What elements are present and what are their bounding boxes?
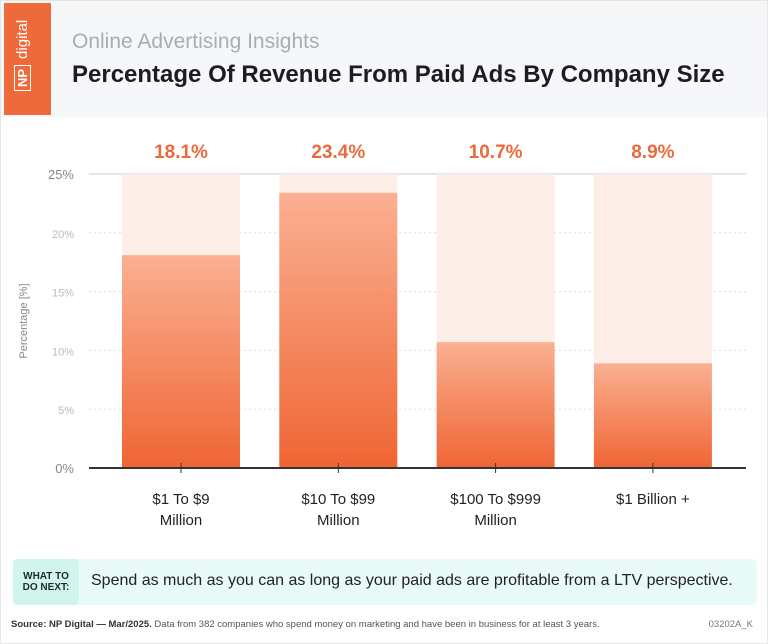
source-label: Source: NP Digital — Mar/2025.	[11, 619, 152, 630]
data-label: 8.9%	[631, 142, 674, 163]
bar	[436, 342, 555, 468]
data-label: 10.7%	[469, 142, 523, 163]
y-tick-label: 5%	[58, 405, 74, 417]
x-tick-label: Million	[160, 512, 203, 529]
bar	[122, 255, 240, 468]
what-to-do-next-label: WHAT TO DO NEXT:	[13, 559, 79, 605]
y-tick-label: 15%	[52, 288, 74, 300]
x-tick-label: $10 To $99	[301, 491, 375, 508]
y-tick-label: 10%	[52, 346, 74, 358]
y-axis-label: Percentage [%]	[18, 283, 30, 358]
what-to-do-next-text: Spend as much as you can as long as your…	[91, 572, 733, 589]
bar	[279, 192, 398, 468]
what-to-do-next-box: WHAT TO DO NEXT: Spend as much as you ca…	[13, 559, 757, 605]
y-tick-label: 25%	[48, 167, 74, 182]
source-text: Data from 382 companies who spend money …	[151, 619, 600, 630]
y-tick-label: 0%	[55, 461, 74, 476]
x-tick-label: $100 To $999	[450, 491, 541, 508]
x-tick-label: Million	[317, 512, 360, 529]
bar-chart: 0% 5% 10% 15% 20% 25% Percentage [%] 18.1% $1 To…	[18, 142, 746, 529]
chart-code: 03202A_K	[708, 619, 753, 630]
bar	[593, 363, 712, 468]
y-tick-label: 20%	[52, 229, 74, 241]
data-label: 18.1%	[154, 142, 208, 163]
data-label: 23.4%	[311, 142, 365, 163]
source-note: Source: NP Digital — Mar/2025. Data from…	[11, 619, 600, 630]
x-tick-label: $1 Billion +	[616, 491, 690, 508]
np-digital-logo: NP digital	[4, 3, 51, 115]
subtitle: Online Advertising Insights	[72, 30, 320, 53]
x-tick-label: $1 To $9	[152, 491, 209, 508]
chart-title: Percentage Of Revenue From Paid Ads By C…	[72, 61, 725, 88]
x-tick-label: Million	[474, 512, 517, 529]
header: NP digital Online Advertising Insights Pe…	[1, 1, 767, 117]
